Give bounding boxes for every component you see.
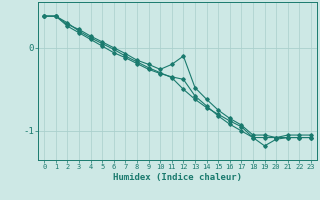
- X-axis label: Humidex (Indice chaleur): Humidex (Indice chaleur): [113, 173, 242, 182]
